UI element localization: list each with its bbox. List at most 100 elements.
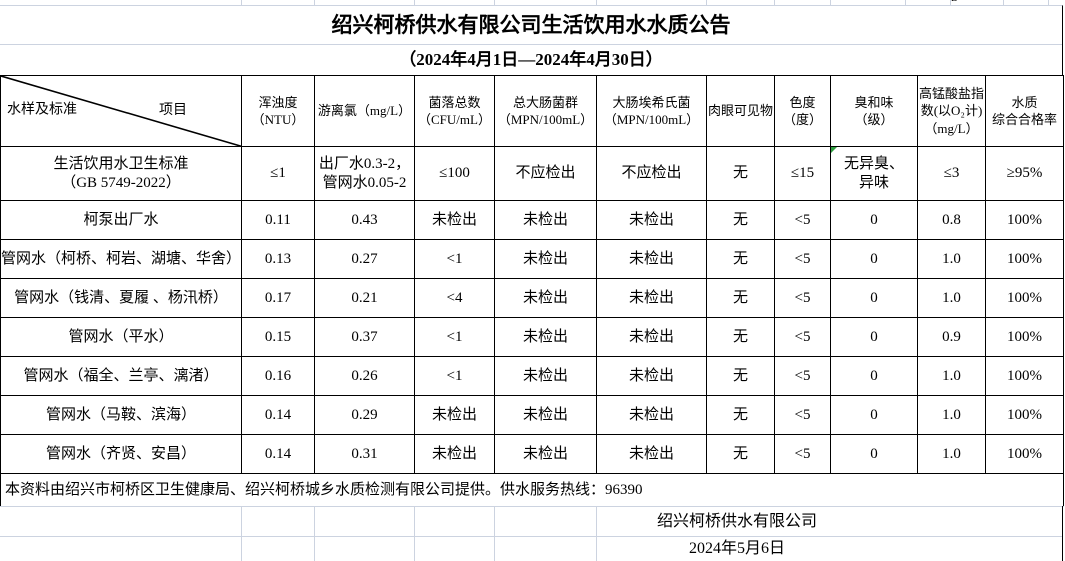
cell-value[interactable]: 1.0 [917, 356, 986, 397]
column-header-permanganate[interactable]: 高锰酸盐指 数(以O₂计) （mg/L） [917, 74, 986, 148]
cell-value[interactable]: 未检出 [596, 239, 707, 280]
page-title[interactable]: 绍兴柯桥供水有限公司生活饮用水水质公告 [0, 6, 1062, 45]
cell-value[interactable]: 无 [706, 200, 775, 241]
row-label[interactable]: 管网水（钱清、夏履 、杨汛桥） [0, 278, 242, 319]
cell-value[interactable]: 1.0 [917, 278, 986, 319]
cell-value[interactable]: 100% [985, 356, 1064, 397]
cell-value[interactable]: <1 [414, 317, 495, 358]
cell-value[interactable]: 未检出 [596, 356, 707, 397]
cell-value[interactable]: 100% [985, 434, 1064, 475]
row-label[interactable]: 柯泵出厂水 [0, 200, 242, 241]
cell-value[interactable]: 未检出 [494, 434, 597, 475]
cell-value[interactable]: 0.17 [241, 278, 315, 319]
cell-value[interactable]: <5 [774, 395, 831, 436]
cell-value[interactable]: 未检出 [494, 200, 597, 241]
cell-value[interactable]: 无 [706, 356, 775, 397]
cell-value[interactable]: 无 [706, 278, 775, 319]
cell-value[interactable]: <5 [774, 200, 831, 241]
cell-value[interactable]: 0 [830, 317, 918, 358]
cell-value[interactable]: 0 [830, 395, 918, 436]
cell-value[interactable]: 无异臭、 异味 [830, 146, 918, 202]
row-label[interactable]: 管网水（马鞍、滨海） [0, 395, 242, 436]
row-label[interactable]: 管网水（柯桥、柯岩、湖塘、华舍） [0, 239, 242, 280]
cell-value[interactable]: 无 [706, 434, 775, 475]
cell-value[interactable]: 0.9 [917, 317, 986, 358]
cell-value[interactable]: ≤15 [774, 146, 831, 202]
row-label[interactable]: 管网水（平水） [0, 317, 242, 358]
cell-value[interactable]: 0.37 [314, 317, 415, 358]
cell-value[interactable]: <1 [414, 239, 495, 280]
cell-value[interactable]: 未检出 [414, 434, 495, 475]
cell-value[interactable]: 0 [830, 434, 918, 475]
cell-value[interactable]: <5 [774, 317, 831, 358]
cell-value[interactable]: 未检出 [414, 200, 495, 241]
cell-value[interactable]: 0.14 [241, 395, 315, 436]
cell-value[interactable]: 0.43 [314, 200, 415, 241]
cell-value[interactable]: ≤3 [917, 146, 986, 202]
cell-value[interactable]: 0 [830, 356, 918, 397]
cell-value[interactable]: <5 [774, 434, 831, 475]
cell-value[interactable]: 0.31 [314, 434, 415, 475]
cell-value[interactable]: 无 [706, 146, 775, 202]
issuer-company-name[interactable]: 绍兴柯桥供水有限公司 [656, 513, 817, 530]
cell-value[interactable]: 无 [706, 395, 775, 436]
cell-value[interactable]: 1.0 [917, 434, 986, 475]
cell-value[interactable]: 未检出 [596, 395, 707, 436]
cell-value[interactable]: 100% [985, 278, 1064, 319]
cell-value[interactable]: 0.14 [241, 434, 315, 475]
cell-value[interactable]: 不应检出 [596, 146, 707, 202]
cell-value[interactable]: 无 [706, 239, 775, 280]
column-header-colony-count[interactable]: 菌落总数 （CFU/mL） [414, 74, 495, 148]
cell-value[interactable]: 0.15 [241, 317, 315, 358]
cell-value[interactable]: <4 [414, 278, 495, 319]
column-header-odor[interactable]: 臭和味 （级） [830, 74, 918, 148]
corner-header-cell[interactable]: 水样及标准 项目 [0, 74, 242, 148]
column-header-pass-rate[interactable]: 水质 综合合格率 [985, 74, 1064, 148]
cell-value[interactable]: 0.11 [241, 200, 315, 241]
cell-value[interactable]: <5 [774, 356, 831, 397]
cell-value[interactable]: 未检出 [596, 434, 707, 475]
cell-value[interactable]: <1 [414, 356, 495, 397]
cell-value[interactable]: 未检出 [494, 239, 597, 280]
row-label[interactable]: 管网水（齐贤、安昌） [0, 434, 242, 475]
cell-value[interactable]: 未检出 [494, 395, 597, 436]
cell-value[interactable]: 0.13 [241, 239, 315, 280]
column-header-visible-matter[interactable]: 肉眼可见物 [706, 74, 775, 148]
cell-value[interactable]: 未检出 [494, 356, 597, 397]
cell-value[interactable]: 0.26 [314, 356, 415, 397]
cell-value[interactable]: 0.8 [917, 200, 986, 241]
cell-value[interactable]: 1.0 [917, 395, 986, 436]
cell-value[interactable]: 0.16 [241, 356, 315, 397]
column-header-free-chlorine[interactable]: 游离氯（mg/L） [314, 74, 415, 148]
issue-date[interactable]: 2024年5月6日 [688, 540, 785, 557]
cell-value[interactable]: 100% [985, 200, 1064, 241]
cell-value[interactable]: ≤1 [241, 146, 315, 202]
cell-value[interactable]: 0 [830, 239, 918, 280]
column-header-ecoli[interactable]: 大肠埃希氏菌 （MPN/100mL） [596, 74, 707, 148]
date-range-subtitle[interactable]: （2024年4月1日—2024年4月30日） [399, 50, 663, 69]
cell-value[interactable]: 未检出 [596, 278, 707, 319]
cell-value[interactable]: 无 [706, 317, 775, 358]
column-header-chroma[interactable]: 色度 （度） [774, 74, 831, 148]
row-label[interactable]: 管网水（福全、兰亭、漓渚） [0, 356, 242, 397]
cell-value[interactable]: 100% [985, 239, 1064, 280]
cell-value[interactable]: 未检出 [596, 317, 707, 358]
cell-value[interactable]: <5 [774, 239, 831, 280]
cell-value[interactable]: 1.0 [917, 239, 986, 280]
cell-value[interactable]: 0 [830, 278, 918, 319]
cell-value[interactable]: 出厂水0.3-2， 管网水0.05-2 [314, 146, 415, 202]
column-header-total-coliform[interactable]: 总大肠菌群 （MPN/100mL） [494, 74, 597, 148]
cell-value[interactable]: 0.29 [314, 395, 415, 436]
cell-value[interactable]: ≥95% [985, 146, 1064, 202]
cell-value[interactable]: 未检出 [494, 317, 597, 358]
row-label-standard[interactable]: 生活饮用水卫生标准 （GB 5749-2022） [0, 146, 242, 202]
cell-value[interactable]: 0.27 [314, 239, 415, 280]
cell-value[interactable]: <5 [774, 278, 831, 319]
cell-value[interactable]: 100% [985, 317, 1064, 358]
cell-value[interactable]: 不应检出 [494, 146, 597, 202]
cell-value[interactable]: 未检出 [596, 200, 707, 241]
column-header-turbidity[interactable]: 浑浊度 （NTU） [241, 74, 315, 148]
cell-value[interactable]: ≤100 [414, 146, 495, 202]
cell-value[interactable]: 100% [985, 395, 1064, 436]
cell-value[interactable]: 未检出 [494, 278, 597, 319]
